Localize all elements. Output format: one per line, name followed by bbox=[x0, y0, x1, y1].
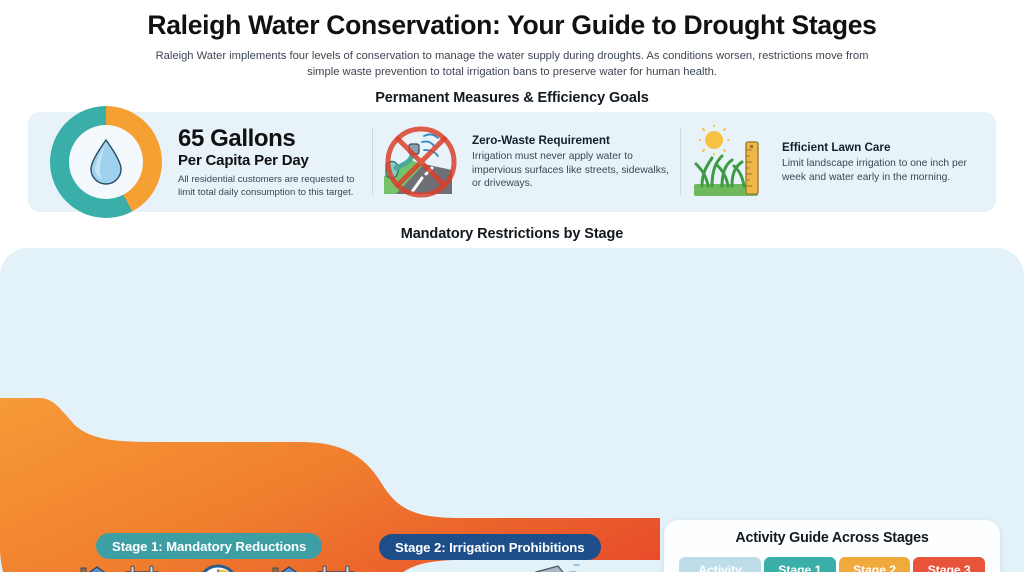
section-title-permanent: Permanent Measures & Efficiency Goals bbox=[375, 90, 649, 106]
water-drop-icon bbox=[90, 138, 122, 185]
goal-unit: Per Capita Per Day bbox=[178, 152, 309, 169]
col-header-stage2: Stage 2 bbox=[838, 557, 911, 572]
permanent-item-body: Zero-Waste Requirement Irrigation must n… bbox=[472, 133, 672, 191]
no-hose-runoff-icon bbox=[378, 124, 464, 200]
table-header-row: Activity Stage 1 Stage 2 Stage 3 bbox=[679, 557, 985, 572]
permanent-item-body: Efficient Lawn Care Limit landscape irri… bbox=[782, 140, 982, 184]
stage1-icon-tuesdays: Odd Tuesdays bbox=[72, 564, 168, 572]
house-odd-icon: Odd bbox=[80, 565, 160, 572]
page-title: Raleigh Water Conservation: Your Guide t… bbox=[147, 10, 877, 40]
stage2-icon-row bbox=[386, 564, 606, 572]
col-header-stage3: Stage 3 bbox=[913, 557, 985, 572]
mandatory-restrictions-panel: Stage 1: Mandatory Reductions bbox=[0, 248, 1024, 572]
band-divider-2 bbox=[680, 128, 681, 196]
stage3-funnel-shape bbox=[0, 398, 660, 572]
stage1-pill: Stage 1: Mandatory Reductions bbox=[96, 533, 323, 559]
item-body: Irrigation must never apply water to imp… bbox=[472, 151, 669, 190]
per-capita-goal: 65 Gallons Per Capita Per Day All reside… bbox=[38, 106, 368, 218]
item-body: Limit landscape irrigation to one inch p… bbox=[782, 157, 967, 183]
goal-value: 65 Gallons bbox=[178, 125, 296, 152]
section-title-mandatory: Mandatory Restrictions by Stage bbox=[400, 226, 624, 242]
header: Raleigh Water Conservation: Your Guide t… bbox=[0, 8, 1024, 80]
donut-gauge bbox=[50, 106, 162, 218]
clock-icon bbox=[202, 564, 234, 572]
activity-guide-table: Activity Stage 1 Stage 2 Stage 3 In-grou… bbox=[676, 554, 988, 572]
item-heading: Zero-Waste Requirement bbox=[472, 134, 610, 148]
stage1-icon-clock: Midnight–10 a.m. bbox=[168, 564, 268, 572]
activity-guide-card: Activity Guide Across Stages Activity St… bbox=[664, 520, 1000, 572]
stage1-icon-row: Odd Tuesdays Midnight–10 a.m. bbox=[72, 564, 362, 572]
permanent-item-zero-waste: Zero-Waste Requirement Irrigation must n… bbox=[378, 120, 678, 204]
permanent-item-lawn-care: Efficient Lawn Care Limit landscape irri… bbox=[688, 120, 988, 204]
stage1-icon-wednesdays: Even Wednesdays bbox=[264, 564, 364, 572]
goal-note: All residential customers are requested … bbox=[178, 174, 355, 198]
page-subtitle: Raleigh Water implements four levels of … bbox=[155, 50, 869, 78]
stage2-pill: Stage 2: Irrigation Prohibitions bbox=[379, 534, 601, 560]
lawn-ruler-sun-icon bbox=[688, 124, 774, 200]
no-hose-icon bbox=[535, 564, 580, 572]
permanent-measures-band: 65 Gallons Per Capita Per Day All reside… bbox=[28, 106, 996, 218]
item-heading: Efficient Lawn Care bbox=[782, 140, 891, 154]
goal-text: 65 Gallons Per Capita Per Day All reside… bbox=[178, 126, 368, 199]
activity-guide-title: Activity Guide Across Stages bbox=[735, 530, 929, 546]
col-header-stage1: Stage 1 bbox=[764, 557, 836, 572]
band-divider-1 bbox=[372, 128, 373, 196]
house-even-icon: Even bbox=[272, 565, 356, 572]
col-header-activity: Activity bbox=[679, 557, 761, 572]
